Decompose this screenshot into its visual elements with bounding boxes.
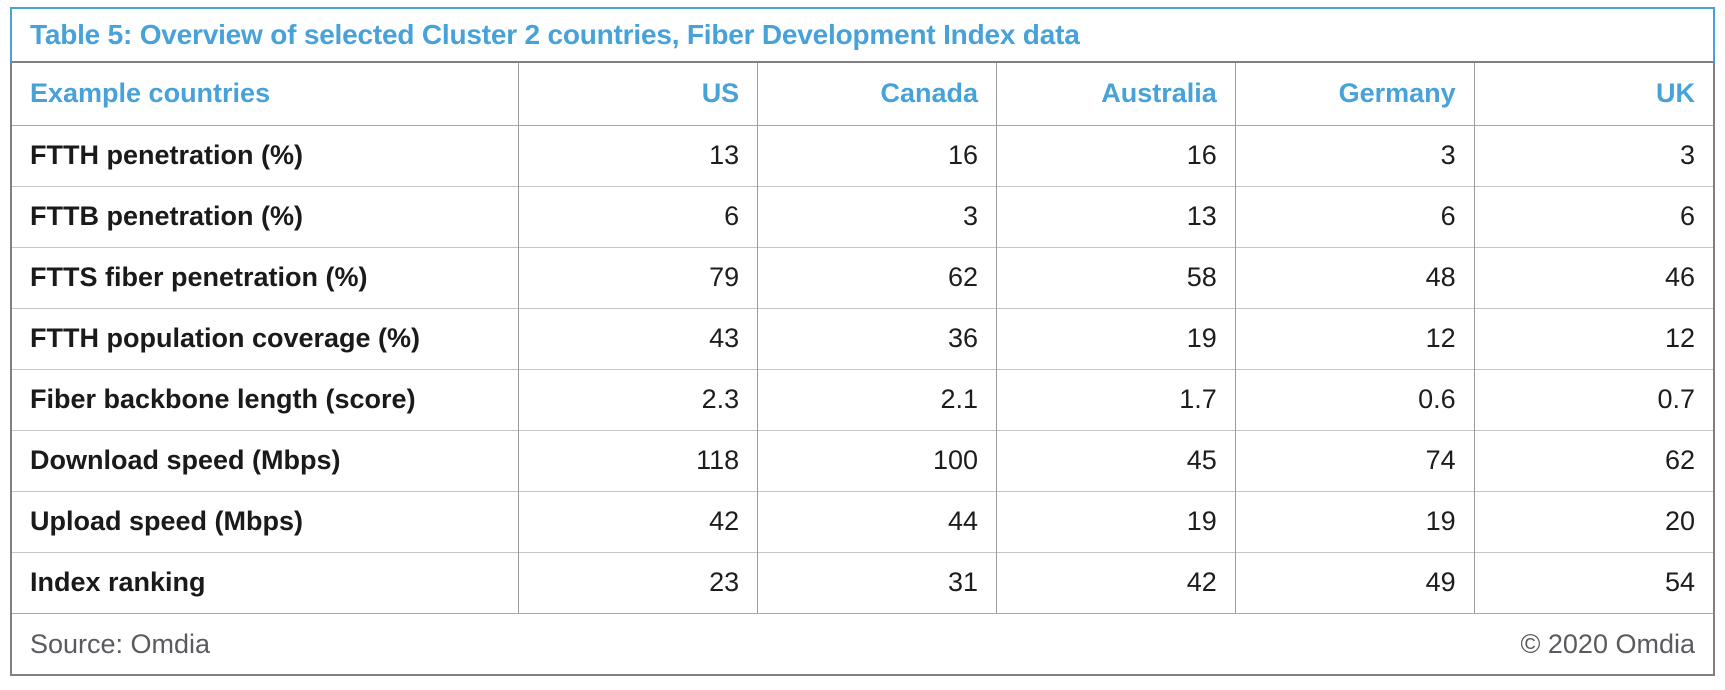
row-label: Index ranking bbox=[12, 552, 519, 613]
cell-value: 100 bbox=[757, 430, 997, 491]
cell-value: 13 bbox=[518, 125, 758, 186]
cell-value: 43 bbox=[518, 308, 758, 369]
header-germany: Germany bbox=[1234, 63, 1475, 125]
cell-value: 36 bbox=[757, 308, 997, 369]
cell-value: 6 bbox=[518, 186, 758, 247]
table-row: FTTS fiber penetration (%) 79 62 58 48 46 bbox=[12, 247, 1713, 308]
source-note: Source: Omdia bbox=[30, 628, 211, 659]
cell-value: 62 bbox=[757, 247, 997, 308]
table-row: Download speed (Mbps) 118 100 45 74 62 bbox=[12, 430, 1713, 491]
cell-value: 49 bbox=[1234, 552, 1475, 613]
copyright-note: © 2020 Omdia bbox=[1520, 628, 1696, 659]
cell-value: 2.1 bbox=[757, 369, 997, 430]
cell-value: 3 bbox=[1234, 125, 1475, 186]
cell-value: 23 bbox=[518, 552, 758, 613]
cell-value: 19 bbox=[996, 491, 1236, 552]
cell-value: 19 bbox=[1234, 491, 1475, 552]
header-example-countries: Example countries bbox=[12, 63, 519, 125]
header-canada: Canada bbox=[757, 63, 997, 125]
cell-value: 58 bbox=[996, 247, 1236, 308]
data-table: Example countries US Canada Australia Ge… bbox=[12, 63, 1713, 613]
cell-value: 46 bbox=[1473, 247, 1713, 308]
cell-value: 0.6 bbox=[1234, 369, 1475, 430]
table-row: FTTH population coverage (%) 43 36 19 12 12 bbox=[12, 308, 1713, 369]
row-label: Fiber backbone length (score) bbox=[12, 369, 519, 430]
table-panel: Table 5: Overview of selected Cluster 2 … bbox=[10, 7, 1715, 676]
table-row: Upload speed (Mbps) 42 44 19 19 20 bbox=[12, 491, 1713, 552]
cell-value: 12 bbox=[1234, 308, 1475, 369]
header-row: Example countries US Canada Australia Ge… bbox=[12, 63, 1713, 125]
cell-value: 42 bbox=[996, 552, 1236, 613]
header-australia: Australia bbox=[996, 63, 1236, 125]
table-row: Index ranking 23 31 42 49 54 bbox=[12, 552, 1713, 613]
cell-value: 3 bbox=[1473, 125, 1713, 186]
cell-value: 62 bbox=[1473, 430, 1713, 491]
cell-value: 42 bbox=[518, 491, 758, 552]
cell-value: 12 bbox=[1473, 308, 1713, 369]
cell-value: 13 bbox=[996, 186, 1236, 247]
table-title: Table 5: Overview of selected Cluster 2 … bbox=[10, 7, 1715, 63]
cell-value: 1.7 bbox=[996, 369, 1236, 430]
row-label: Download speed (Mbps) bbox=[12, 430, 519, 491]
cell-value: 19 bbox=[996, 308, 1236, 369]
cell-value: 2.3 bbox=[518, 369, 758, 430]
cell-value: 6 bbox=[1473, 186, 1713, 247]
table-body: FTTH penetration (%) 13 16 16 3 3 FTTB penetra… bbox=[12, 125, 1713, 613]
table-grid: Example countries US Canada Australia Ge… bbox=[10, 63, 1715, 676]
header-us: US bbox=[518, 63, 758, 125]
table-row: Fiber backbone length (score) 2.3 2.1 1.7 0.… bbox=[12, 369, 1713, 430]
row-label: FTTB penetration (%) bbox=[12, 186, 519, 247]
row-label: FTTH population coverage (%) bbox=[12, 308, 519, 369]
cell-value: 20 bbox=[1473, 491, 1713, 552]
header-uk: UK bbox=[1473, 63, 1713, 125]
cell-value: 79 bbox=[518, 247, 758, 308]
table-row: FTTH penetration (%) 13 16 16 3 3 bbox=[12, 125, 1713, 186]
cell-value: 44 bbox=[757, 491, 997, 552]
row-label: Upload speed (Mbps) bbox=[12, 491, 519, 552]
cell-value: 31 bbox=[757, 552, 997, 613]
cell-value: 16 bbox=[996, 125, 1236, 186]
cell-value: 48 bbox=[1234, 247, 1475, 308]
cell-value: 118 bbox=[518, 430, 758, 491]
table-row: FTTB penetration (%) 6 3 13 6 6 bbox=[12, 186, 1713, 247]
cell-value: 3 bbox=[757, 186, 997, 247]
cell-value: 16 bbox=[757, 125, 997, 186]
table-footer: Source: Omdia © 2020 Omdia bbox=[12, 613, 1713, 674]
cell-value: 45 bbox=[996, 430, 1236, 491]
row-label: FTTS fiber penetration (%) bbox=[12, 247, 519, 308]
cell-value: 6 bbox=[1234, 186, 1475, 247]
cell-value: 54 bbox=[1473, 552, 1713, 613]
cell-value: 0.7 bbox=[1473, 369, 1713, 430]
cell-value: 74 bbox=[1234, 430, 1475, 491]
row-label: FTTH penetration (%) bbox=[12, 125, 519, 186]
